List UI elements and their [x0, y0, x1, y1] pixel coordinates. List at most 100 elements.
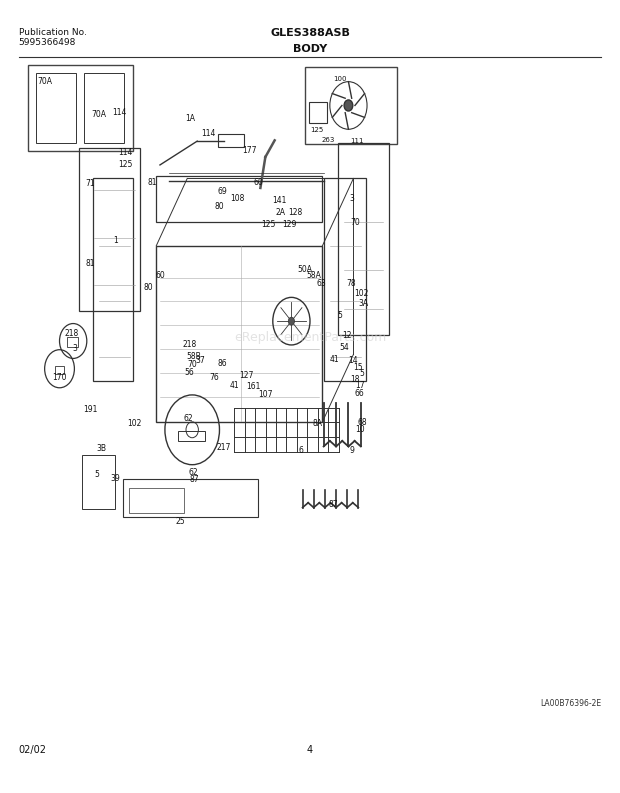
Text: 56: 56: [185, 368, 195, 377]
Text: 102: 102: [126, 419, 141, 428]
Text: BODY: BODY: [293, 44, 327, 54]
Bar: [156, 176, 322, 222]
Text: 60: 60: [253, 178, 263, 187]
Text: 87: 87: [329, 500, 339, 509]
Text: 69: 69: [217, 186, 227, 196]
Text: 2A: 2A: [276, 208, 286, 217]
Bar: [324, 178, 366, 381]
Text: 70: 70: [350, 217, 360, 227]
Text: 37: 37: [195, 356, 205, 366]
Text: Publication No.: Publication No.: [19, 28, 86, 36]
Text: 41: 41: [229, 381, 239, 390]
Text: 102: 102: [354, 289, 369, 298]
Text: 5: 5: [337, 311, 342, 320]
Bar: [338, 143, 389, 335]
Text: 68: 68: [357, 418, 367, 427]
Text: 60: 60: [155, 271, 165, 281]
Text: 114: 114: [201, 128, 216, 138]
Text: 107: 107: [258, 390, 273, 400]
Bar: [123, 479, 258, 517]
Circle shape: [288, 317, 294, 325]
Text: 70A: 70A: [92, 110, 107, 120]
Text: 5: 5: [94, 469, 99, 479]
Text: 129: 129: [281, 220, 296, 229]
Bar: [129, 488, 184, 513]
Bar: [82, 455, 115, 509]
Text: 161: 161: [246, 382, 260, 392]
Text: 217: 217: [216, 442, 231, 452]
Text: 108: 108: [230, 193, 245, 203]
Text: 87: 87: [189, 475, 199, 485]
Text: 02/02: 02/02: [19, 745, 46, 755]
Text: eReplacementParts.com: eReplacementParts.com: [234, 331, 386, 343]
Text: 1A: 1A: [185, 114, 195, 124]
Bar: [55, 366, 64, 374]
Text: 4: 4: [307, 745, 313, 755]
Text: 177: 177: [242, 146, 257, 155]
Text: 71: 71: [86, 179, 95, 189]
Text: LA00B76396-2E: LA00B76396-2E: [540, 699, 601, 708]
Text: 10: 10: [355, 424, 365, 434]
Text: 70A: 70A: [37, 77, 52, 86]
Text: 39: 39: [110, 473, 120, 483]
Text: 78: 78: [346, 279, 356, 289]
Text: 63: 63: [316, 279, 326, 289]
Text: 125: 125: [118, 159, 133, 169]
Bar: [218, 134, 244, 147]
Bar: [28, 65, 133, 151]
Text: 218: 218: [65, 328, 79, 338]
Text: 128: 128: [288, 208, 302, 217]
Text: 17: 17: [355, 381, 365, 390]
Bar: [84, 73, 124, 143]
Text: 54: 54: [340, 343, 350, 352]
Text: 3B: 3B: [97, 444, 107, 454]
Text: 191: 191: [83, 404, 98, 414]
Bar: [309, 102, 327, 123]
Text: 58A: 58A: [306, 271, 321, 281]
Text: 12: 12: [342, 331, 352, 340]
Text: 5: 5: [360, 369, 365, 378]
Text: 3A: 3A: [358, 299, 368, 308]
Text: 58B: 58B: [187, 352, 202, 362]
Text: 81: 81: [148, 178, 157, 187]
Text: 62: 62: [183, 414, 193, 423]
Text: 100: 100: [333, 76, 347, 82]
Text: 80: 80: [144, 283, 154, 293]
Text: 125: 125: [261, 220, 276, 229]
Text: 66: 66: [355, 389, 365, 398]
Text: 114: 114: [118, 147, 133, 157]
Text: GLES388ASB: GLES388ASB: [270, 28, 350, 38]
Text: 1: 1: [113, 236, 118, 245]
Text: 81: 81: [86, 259, 95, 268]
Text: 15: 15: [353, 362, 363, 372]
Text: 62: 62: [188, 468, 198, 477]
Text: 127: 127: [239, 370, 254, 380]
Text: 114: 114: [112, 108, 126, 117]
Text: 125: 125: [310, 127, 324, 133]
Text: 141: 141: [272, 196, 286, 205]
Bar: [305, 67, 397, 144]
Text: 6: 6: [299, 446, 304, 455]
Text: 9: 9: [350, 446, 355, 455]
Text: 76: 76: [210, 373, 219, 382]
Bar: [156, 246, 322, 422]
Text: 18: 18: [350, 374, 360, 384]
Text: 8A: 8A: [312, 419, 322, 428]
Bar: [93, 178, 133, 381]
Bar: [67, 337, 78, 347]
Circle shape: [344, 100, 353, 111]
Text: 3: 3: [72, 344, 77, 354]
Text: 50A: 50A: [298, 265, 312, 274]
Text: 111: 111: [350, 138, 364, 144]
Text: 3: 3: [350, 193, 355, 203]
Bar: [178, 431, 205, 441]
Text: 5995366498: 5995366498: [19, 38, 76, 47]
Text: 14: 14: [348, 356, 358, 366]
Text: 86: 86: [217, 358, 227, 368]
Text: 70: 70: [187, 360, 197, 370]
Text: 80: 80: [214, 201, 224, 211]
Text: 41: 41: [330, 354, 340, 364]
Text: 170: 170: [52, 373, 67, 382]
Bar: [36, 73, 76, 143]
Text: 263: 263: [322, 137, 335, 144]
